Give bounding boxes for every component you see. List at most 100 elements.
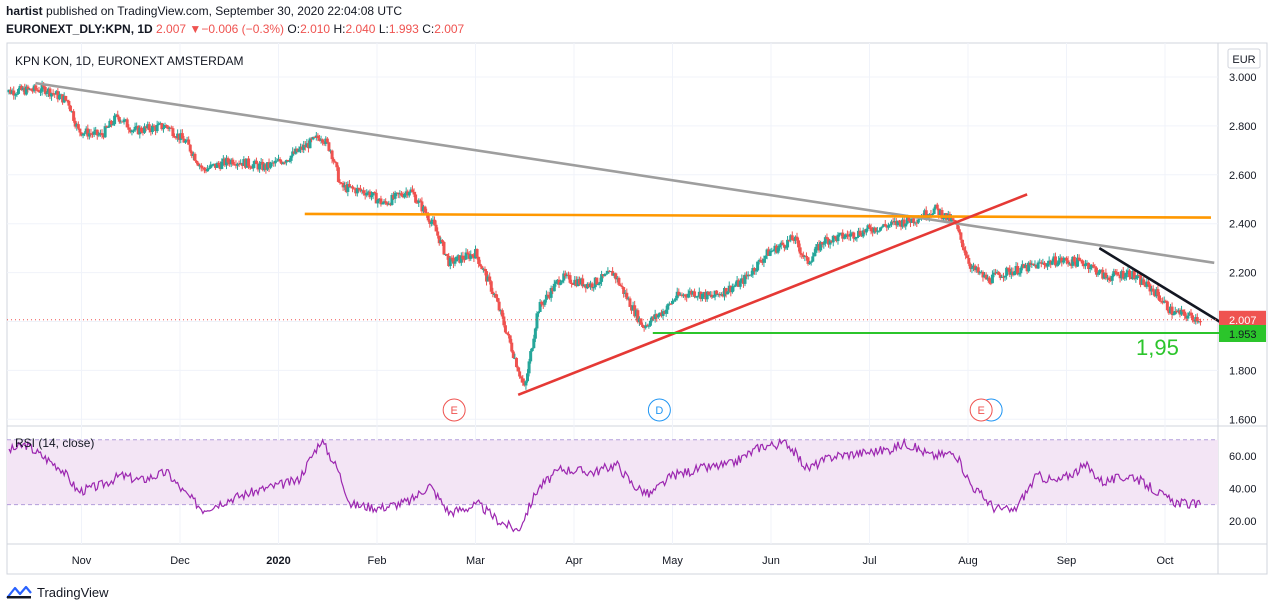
candle-body (1126, 270, 1130, 273)
candle-body (830, 240, 834, 243)
low-label: L: (378, 22, 389, 36)
candle-body (962, 247, 966, 251)
dividend-marker[interactable] (647, 398, 671, 422)
candle-body (544, 294, 548, 300)
candle-body (132, 130, 136, 132)
candle-body (760, 261, 764, 263)
candle-body (672, 300, 676, 302)
earnings-marker[interactable] (442, 398, 466, 422)
candle-body (1001, 276, 1005, 278)
close-label: C: (422, 22, 435, 36)
candle-body (581, 278, 585, 287)
candle-body (618, 284, 622, 286)
candle-body (127, 127, 131, 130)
trendline[interactable] (517, 193, 1028, 397)
candle-body (221, 158, 225, 162)
candle-body (414, 194, 418, 203)
candle-body (336, 167, 340, 182)
candle-body (827, 238, 831, 245)
candle-body (508, 335, 512, 343)
candle-body (902, 219, 906, 227)
candle-body (689, 290, 693, 295)
candle-body (333, 161, 337, 163)
candle-body (286, 160, 290, 162)
candle-body (1181, 309, 1185, 312)
candle-body (715, 290, 719, 295)
candle-body (607, 270, 611, 272)
candle-body (269, 162, 273, 168)
candle-body (278, 159, 282, 162)
trendline[interactable] (35, 81, 1215, 265)
candle-body (598, 281, 602, 284)
candle-body (935, 204, 939, 209)
candle-body (57, 95, 61, 100)
candle-body (595, 277, 599, 285)
candle-body (330, 150, 334, 160)
candle-body (1058, 257, 1062, 261)
candle-body (281, 162, 285, 164)
trendline[interactable] (304, 212, 1211, 219)
candle-body (666, 304, 670, 310)
rsi-label: RSI (14, close) (15, 436, 94, 450)
currency-badge[interactable]: EUR (1227, 48, 1261, 69)
candle-body (893, 221, 897, 223)
candle-body (119, 121, 123, 123)
candle-body (1146, 281, 1150, 285)
candle-body (815, 244, 819, 247)
earnings-marker[interactable] (969, 398, 993, 422)
candle-body (868, 225, 871, 228)
candle-body (1187, 312, 1191, 316)
candle-body (809, 261, 813, 263)
candle-body (480, 266, 484, 270)
candle-body (434, 224, 438, 232)
author-name[interactable]: hartist (6, 4, 43, 18)
candle-body (883, 224, 887, 226)
trendline[interactable] (1098, 247, 1229, 328)
candle-body (1167, 310, 1171, 314)
candle-body (644, 325, 648, 328)
candle-body (403, 193, 407, 198)
candle-body (48, 88, 52, 97)
candle-body (105, 126, 109, 128)
candle-body (384, 201, 388, 203)
publish-info: hartist published on TradingView.com, Se… (6, 4, 402, 18)
candle-body (617, 277, 621, 285)
candle-body (537, 311, 541, 314)
candle-body (1142, 279, 1146, 285)
candle-body (113, 115, 117, 125)
candle-body (317, 138, 321, 141)
candle-body (700, 293, 704, 299)
candle-body (861, 230, 865, 237)
candle-body (1000, 276, 1004, 278)
candle-body (368, 191, 372, 198)
candle-body (916, 219, 920, 223)
candle-body (1091, 265, 1095, 267)
candle-body (1184, 315, 1188, 319)
candle-body (147, 124, 151, 131)
candle-body (642, 326, 646, 328)
candle-body (894, 221, 898, 226)
candle-body (789, 235, 793, 241)
candle-body (338, 181, 342, 183)
candle-body (369, 195, 373, 198)
candle-body (421, 206, 425, 212)
candle-body (1143, 284, 1147, 287)
candle-body (510, 342, 514, 352)
candle-body (87, 133, 91, 137)
candle-body (1175, 310, 1179, 312)
candle-body (218, 164, 222, 169)
candle-body (801, 254, 805, 258)
candle-body (1135, 275, 1139, 279)
last-price-box (1219, 310, 1266, 328)
candle-body (645, 325, 649, 327)
candle-body (659, 312, 663, 316)
candle-body (732, 286, 736, 288)
candle-body (420, 201, 424, 212)
candle-body (152, 125, 156, 127)
candle-body (135, 126, 139, 128)
candle-body (206, 168, 210, 172)
tradingview-brand[interactable]: TradingView (6, 584, 109, 600)
candle-body (311, 136, 315, 140)
candle-body (289, 155, 293, 161)
